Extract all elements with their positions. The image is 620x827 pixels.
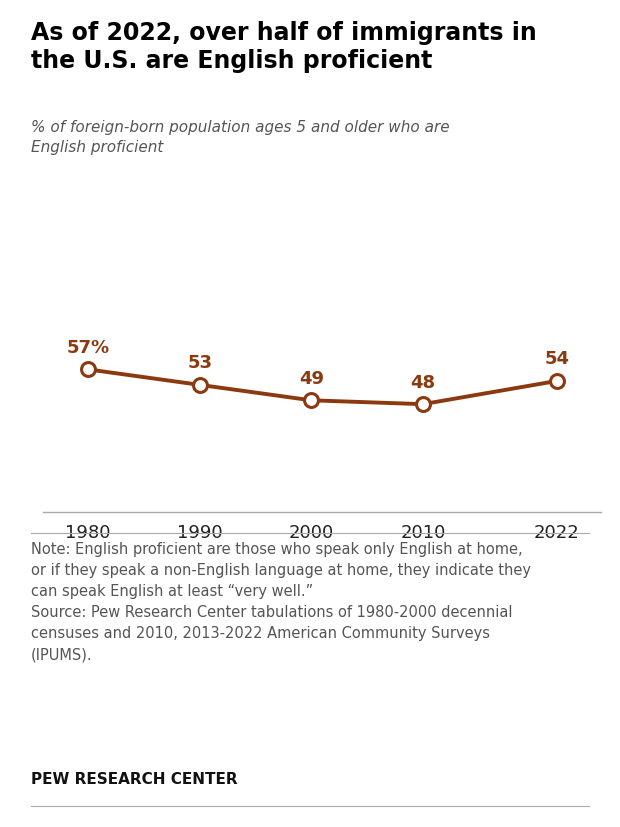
Text: % of foreign-born population ages 5 and older who are
English proficient: % of foreign-born population ages 5 and … [31, 120, 449, 155]
Text: 48: 48 [410, 373, 435, 391]
Text: 54: 54 [544, 350, 569, 368]
Text: 57%: 57% [66, 338, 110, 356]
Text: 53: 53 [187, 354, 212, 372]
Text: As of 2022, over half of immigrants in
the U.S. are English proficient: As of 2022, over half of immigrants in t… [31, 21, 537, 74]
Text: PEW RESEARCH CENTER: PEW RESEARCH CENTER [31, 771, 237, 786]
Text: Note: English proficient are those who speak only English at home,
or if they sp: Note: English proficient are those who s… [31, 542, 531, 662]
Text: 49: 49 [299, 370, 324, 387]
